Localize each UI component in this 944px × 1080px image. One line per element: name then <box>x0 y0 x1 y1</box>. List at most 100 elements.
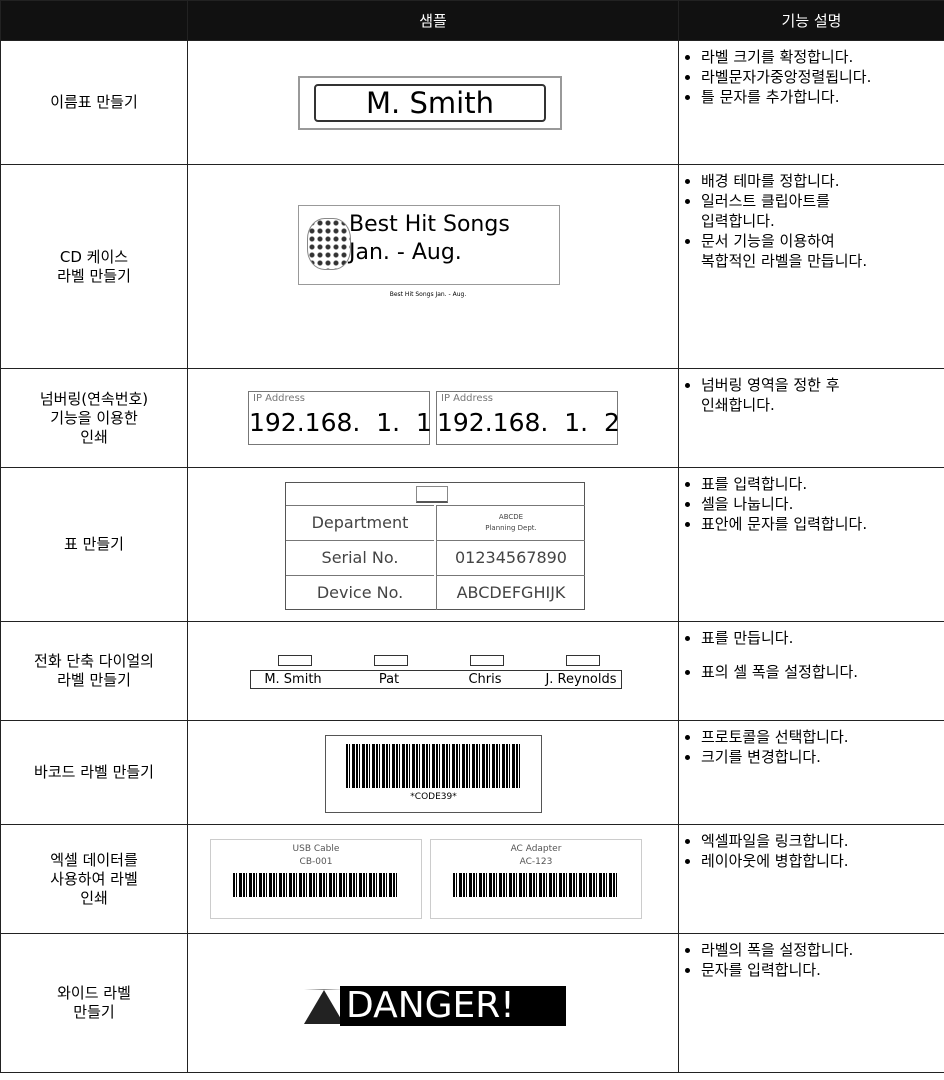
excel-label: USB Cable CB-001 <box>210 839 422 919</box>
sample-cell: IP Address 192.168. 1. 1 IP Address 192.168… <box>187 368 679 468</box>
sample-cell: Best Hit Songs Jan. - Aug. Best Hit Songs … <box>187 164 679 369</box>
description-cell: 표를 만듭니다. 표의 셀 폭을 설정합니다. <box>678 621 944 721</box>
line1: USB Cable <box>292 844 340 854</box>
speed-name: M. Smith <box>264 672 322 687</box>
bars <box>233 873 399 897</box>
bullet: 레이아웃에 병합합니다. <box>701 851 936 871</box>
bullet: 표를 입력합니다. <box>701 474 936 494</box>
label-line: Jan. - Aug. <box>349 240 462 265</box>
bullet-list: 프로토콜을 선택합니다.크기를 변경합니다. <box>687 727 936 767</box>
row-name: 바코드 라벨 만들기 <box>0 720 188 825</box>
bullet-list: 표를 만듭니다. 표의 셀 폭을 설정합니다. <box>687 628 936 682</box>
key <box>566 655 600 666</box>
cell: ABCDE Planning Dept. <box>436 505 585 540</box>
bullet: 일러스트 클립아트를 입력합니다. <box>701 191 936 231</box>
ip-label: IP Address 192.168. 1. 1 <box>248 391 432 445</box>
bullet: 라벨 크기를 확정합니다. <box>701 47 936 67</box>
bullet: 크기를 변경합니다. <box>701 747 936 767</box>
speed-name: Chris <box>468 672 502 687</box>
row-name: 표 만들기 <box>0 467 188 622</box>
bullet: 문자를 입력합니다. <box>701 960 936 980</box>
bullet-list: 라벨의 폭을 설정합니다.문자를 입력합니다. <box>687 940 936 980</box>
row: 전화 단축 다이얼의 라벨 만들기 M. Smith Pat Chris J. Reyn… <box>0 621 944 721</box>
row-name: 엑셀 데이터를 사용하여 라벨 인쇄 <box>0 824 188 934</box>
name-label: M. Smith <box>298 76 562 130</box>
row: 바코드 라벨 만들기 *CODE39* 프로토콜을 선택합니다.크기를 변경합니다. <box>0 720 944 825</box>
warning-icon <box>304 989 344 1024</box>
bullet-list: 엑셀파일을 링크합니다.레이아웃에 병합합니다. <box>687 831 936 871</box>
header-sample: 샘플 <box>187 0 679 41</box>
row-name: 와이드 라벨 만들기 <box>0 933 188 1073</box>
caption: IP Address <box>253 393 305 404</box>
number: 192.168. 1. 2 <box>437 408 620 437</box>
bullet: 프로토콜을 선택합니다. <box>701 727 936 747</box>
bullet: 표의 셀 폭을 설정합니다. <box>701 662 936 682</box>
bullet-list: 배경 테마를 정합니다.일러스트 클립아트를 입력합니다.문서 기능을 이용하여… <box>687 171 936 271</box>
row: 넘버링(연속번호) 기능을 이용한 인쇄 IP Address 192.168. 1… <box>0 368 944 468</box>
bullet: 문서 기능을 이용하여 복합적인 라벨을 만듭니다. <box>701 231 936 271</box>
bars <box>453 873 619 897</box>
row: 표 만들기 Department ABCDE Planning Dept. Seria… <box>0 467 944 622</box>
cell: 01234567890 <box>436 540 585 575</box>
header-blank <box>0 0 188 41</box>
bullet: 라벨의 폭을 설정합니다. <box>701 940 936 960</box>
sample-cell: DANGER! <box>187 933 679 1073</box>
row-name: 전화 단축 다이얼의 라벨 만들기 <box>0 621 188 721</box>
description-cell: 배경 테마를 정합니다.일러스트 클립아트를 입력합니다.문서 기능을 이용하여… <box>678 164 944 369</box>
cell: ABCDEFGHIJK <box>436 575 585 610</box>
sample-cell: USB Cable CB-001 AC Adapter AC-123 <box>187 824 679 934</box>
bullet-list: 표를 입력합니다.셀을 나눕니다.표안에 문자를 입력합니다. <box>687 474 936 534</box>
cell: Device No. <box>286 575 434 610</box>
logo <box>416 486 448 503</box>
header-description: 기능 설명 <box>678 0 944 41</box>
row: 와이드 라벨 만들기 DANGER! 라벨의 폭을 설정합니다.문자를 입력합니다. <box>0 933 944 1073</box>
spine: Best Hit Songs Jan. - Aug. <box>389 291 467 298</box>
clipart <box>307 218 351 270</box>
row-name: CD 케이스 라벨 만들기 <box>0 164 188 369</box>
description-cell: 표를 입력합니다.셀을 나눕니다.표안에 문자를 입력합니다. <box>678 467 944 622</box>
speed-name: Pat <box>378 672 400 687</box>
label-text: M. Smith <box>366 86 494 120</box>
bullet-list: 라벨 크기를 확정합니다.라벨문자가중앙정렬됩니다.틀 문자를 추가합니다. <box>687 47 936 107</box>
bullet: 라벨문자가중앙정렬됩니다. <box>701 67 936 87</box>
cd-label: Best Hit Songs Jan. - Aug. <box>298 205 560 285</box>
key <box>278 655 312 666</box>
speed-name: J. Reynolds <box>545 672 617 687</box>
key <box>470 655 504 666</box>
bullet: 표안에 문자를 입력합니다. <box>701 514 936 534</box>
description-cell: 엑셀파일을 링크합니다.레이아웃에 병합합니다. <box>678 824 944 934</box>
barcode-label: *CODE39* <box>325 735 542 813</box>
frame <box>314 84 546 122</box>
table-label: Department ABCDE Planning Dept. Serial No.… <box>285 482 585 610</box>
bullet: 배경 테마를 정합니다. <box>701 171 936 191</box>
caption: IP Address <box>441 393 493 404</box>
key <box>374 655 408 666</box>
bullet: 표를 만듭니다. <box>701 628 936 648</box>
label-line: Best Hit Songs <box>349 212 510 237</box>
description-cell: 넘버링 영역을 정한 후 인쇄합니다. <box>678 368 944 468</box>
bullet-list: 넘버링 영역을 정한 후 인쇄합니다. <box>687 375 936 415</box>
row-name: 이름표 만들기 <box>0 40 188 165</box>
row: CD 케이스 라벨 만들기 Best Hit Songs Jan. - Aug. Be… <box>0 164 944 369</box>
bullet: 엑셀파일을 링크합니다. <box>701 831 936 851</box>
line2: AC-123 <box>519 857 553 867</box>
sample-cell: M. Smith <box>187 40 679 165</box>
sample-cell: Department ABCDE Planning Dept. Serial No.… <box>187 467 679 622</box>
bullet: 넘버링 영역을 정한 후 인쇄합니다. <box>701 375 936 415</box>
description-cell: 라벨의 폭을 설정합니다.문자를 입력합니다. <box>678 933 944 1073</box>
strip <box>250 670 622 689</box>
bullet: 셀을 나눕니다. <box>701 494 936 514</box>
sample-cell: *CODE39* <box>187 720 679 825</box>
ip-label: IP Address 192.168. 1. 2 <box>436 391 620 445</box>
cell: Department <box>286 505 434 540</box>
description-cell: 프로토콜을 선택합니다.크기를 변경합니다. <box>678 720 944 825</box>
bullet: 틀 문자를 추가합니다. <box>701 87 936 107</box>
line2: CB-001 <box>299 857 333 867</box>
row-name: 넘버링(연속번호) 기능을 이용한 인쇄 <box>0 368 188 468</box>
danger-text: DANGER! <box>340 986 566 1026</box>
cell: Serial No. <box>286 540 434 575</box>
description-cell: 라벨 크기를 확정합니다.라벨문자가중앙정렬됩니다.틀 문자를 추가합니다. <box>678 40 944 165</box>
row: 이름표 만들기 M. Smith 라벨 크기를 확정합니다.라벨문자가중앙정렬됩니다… <box>0 40 944 165</box>
